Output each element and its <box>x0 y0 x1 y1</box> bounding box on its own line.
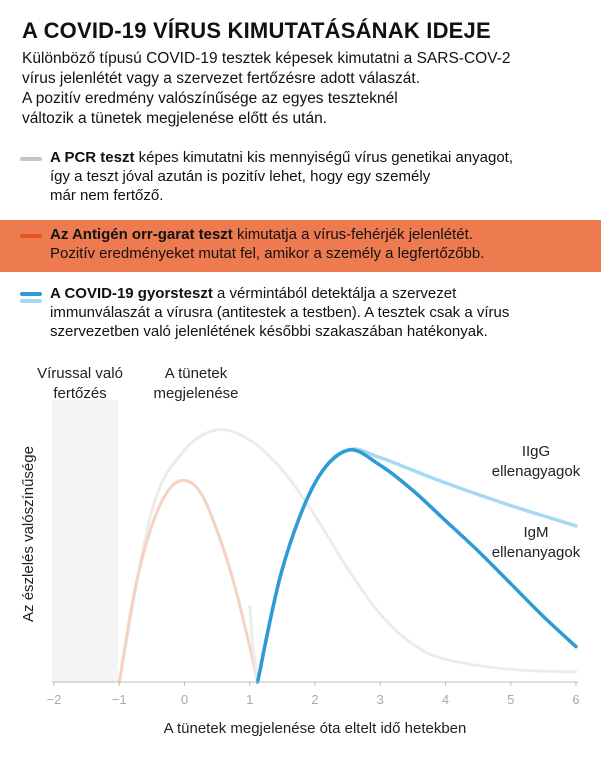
tick-layer: −2 −1 0 1 2 3 4 5 6 <box>47 682 580 707</box>
intro-line: A pozitív eredmény valószínűsége az egye… <box>22 90 398 107</box>
legend-desc: a vérmintából detektálja a szervezet <box>212 285 457 302</box>
x-tick-label: −2 <box>47 692 62 707</box>
legend-text-antigen: Az Antigén orr-garat teszt kimutatja a v… <box>50 225 598 263</box>
intro-line: vírus jelenlétét vagy a szervezet fertőz… <box>22 70 421 87</box>
legend-pcr: A PCR teszt képes kimutatni kis mennyisé… <box>0 148 601 210</box>
x-axis-label: A tünetek megjelenése óta eltelt idő het… <box>164 720 467 737</box>
legend-swatch-rapid-igm <box>20 292 42 296</box>
y-axis-label: Az észlelés valószínűsége <box>20 446 37 622</box>
x-tick-label: 1 <box>246 692 253 707</box>
x-tick-label: 0 <box>181 692 188 707</box>
legend-desc: immunválaszát a vírusra (antitestek a te… <box>50 304 510 321</box>
intro-text: Különböző típusú COVID-19 tesztek képese… <box>22 49 592 129</box>
series-line-pcr-drop <box>248 604 260 684</box>
legend-text-pcr: A PCR teszt képes kimutatni kis mennyisé… <box>50 148 598 205</box>
x-tick-label: 5 <box>507 692 514 707</box>
series-line-rapid-igm <box>255 447 578 684</box>
x-tick-label: 4 <box>442 692 449 707</box>
legend-name-pcr: A PCR teszt <box>50 149 135 166</box>
series-layer <box>117 428 578 684</box>
series-line-pcr <box>117 428 578 684</box>
legend-swatch-antigen <box>20 234 42 238</box>
intro-line: Különböző típusú COVID-19 tesztek képese… <box>22 50 511 67</box>
legend-desc: már nem fertőző. <box>50 187 164 204</box>
series-label-igg: IIgG <box>522 443 550 460</box>
legend-antigen: Az Antigén orr-garat teszt kimutatja a v… <box>0 220 601 272</box>
intro-line: változik a tünetek megjelenése előtt és … <box>22 110 328 127</box>
x-tick-label: 3 <box>377 692 384 707</box>
page-title: A COVID-19 VÍRUS KIMUTATÁSÁNAK IDEJE <box>22 18 491 43</box>
legend-swatch-pcr <box>20 157 42 161</box>
legend-name-antigen: Az Antigén orr-garat teszt <box>50 226 233 243</box>
series-label-igm: ellenanyagok <box>492 544 581 561</box>
legend-desc: Pozitív eredményeket mutat fel, amikor a… <box>50 245 485 262</box>
series-label-igm: IgM <box>523 524 548 541</box>
legend-desc: kimutatja a vírus-fehérjék jelenlétét. <box>232 226 473 243</box>
legend-swatch-rapid-igg <box>20 299 42 303</box>
x-tick-label: 6 <box>572 692 579 707</box>
annotation-infection: fertőzés <box>53 385 106 402</box>
pre-symptom-shade <box>52 400 118 682</box>
series-label-igg: ellenagyagok <box>492 463 581 480</box>
annotation-infection: Vírussal való <box>37 365 123 382</box>
legend-desc: így a teszt jóval azután is pozitív lehe… <box>50 168 431 185</box>
legend-text-rapid: A COVID-19 gyorsteszt a vérmintából dete… <box>50 284 598 341</box>
series-line-antigen <box>117 478 260 684</box>
legend-name-rapid: A COVID-19 gyorsteszt <box>50 285 213 302</box>
legend-desc: szervezetben való jelenlétének későbbi s… <box>50 323 488 340</box>
x-tick-label: −1 <box>112 692 127 707</box>
annotation-symptoms: megjelenése <box>153 385 238 402</box>
x-tick-label: 2 <box>311 692 318 707</box>
legend-rapid: A COVID-19 gyorsteszt a vérmintából dete… <box>0 284 601 350</box>
annotation-symptoms: A tünetek <box>165 365 228 382</box>
legend-desc: képes kimutatni kis mennyiségű vírus gen… <box>134 149 513 166</box>
